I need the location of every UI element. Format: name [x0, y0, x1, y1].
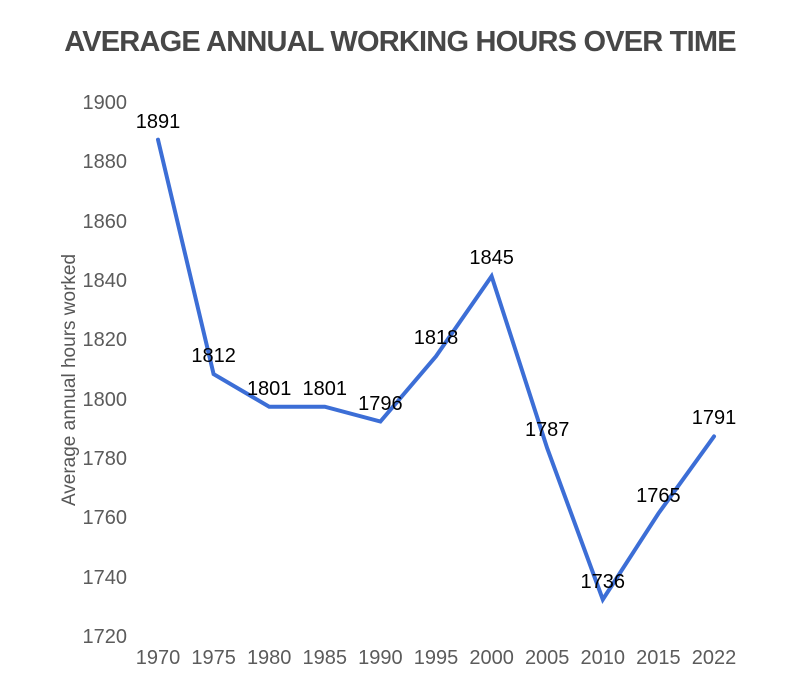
- data-point-label: 1765: [636, 484, 681, 507]
- line-series: [156, 137, 716, 604]
- data-point-label: 1818: [413, 327, 459, 350]
- x-tick-label: 2010: [580, 647, 626, 669]
- y-tick-label: 1720: [82, 626, 128, 648]
- x-tick-label: 1985: [302, 647, 348, 669]
- data-point-label: 1796: [358, 392, 403, 415]
- x-tick-label: 2015: [636, 647, 681, 669]
- x-tick-label: 2022: [691, 647, 737, 669]
- y-tick-label: 1780: [82, 448, 128, 470]
- data-point-label: 1801: [246, 377, 292, 400]
- y-tick-label: 1820: [82, 329, 128, 352]
- x-tick-label: 1995: [413, 647, 459, 669]
- x-tick-label: 1990: [358, 647, 403, 669]
- x-tick-label: 1975: [191, 647, 236, 669]
- x-tick-label: 2000: [469, 647, 514, 669]
- data-point-label: 1801: [302, 377, 348, 400]
- data-point-label: 1791: [691, 407, 737, 430]
- data-point-label: 1845: [469, 247, 514, 270]
- y-tick-label: 1900: [82, 92, 128, 114]
- x-tick-label: 2005: [524, 647, 570, 669]
- y-tick-label: 1740: [82, 566, 128, 589]
- y-tick-label: 1860: [82, 210, 128, 233]
- x-tick-label: 1980: [246, 647, 292, 669]
- y-tick-label: 1840: [82, 270, 128, 292]
- y-tick-label: 1800: [82, 388, 128, 411]
- data-point-label: 1736: [580, 570, 626, 593]
- chart-title: AVERAGE ANNUAL WORKING HOURS OVER TIME: [64, 26, 736, 58]
- data-point-label: 1812: [191, 345, 236, 368]
- y-tick-label: 1760: [82, 507, 128, 530]
- x-tick-label: 1970: [135, 647, 181, 669]
- data-point-label: 1787: [524, 419, 570, 442]
- y-tick-label: 1880: [82, 151, 128, 174]
- data-point-label: 1891: [135, 110, 181, 133]
